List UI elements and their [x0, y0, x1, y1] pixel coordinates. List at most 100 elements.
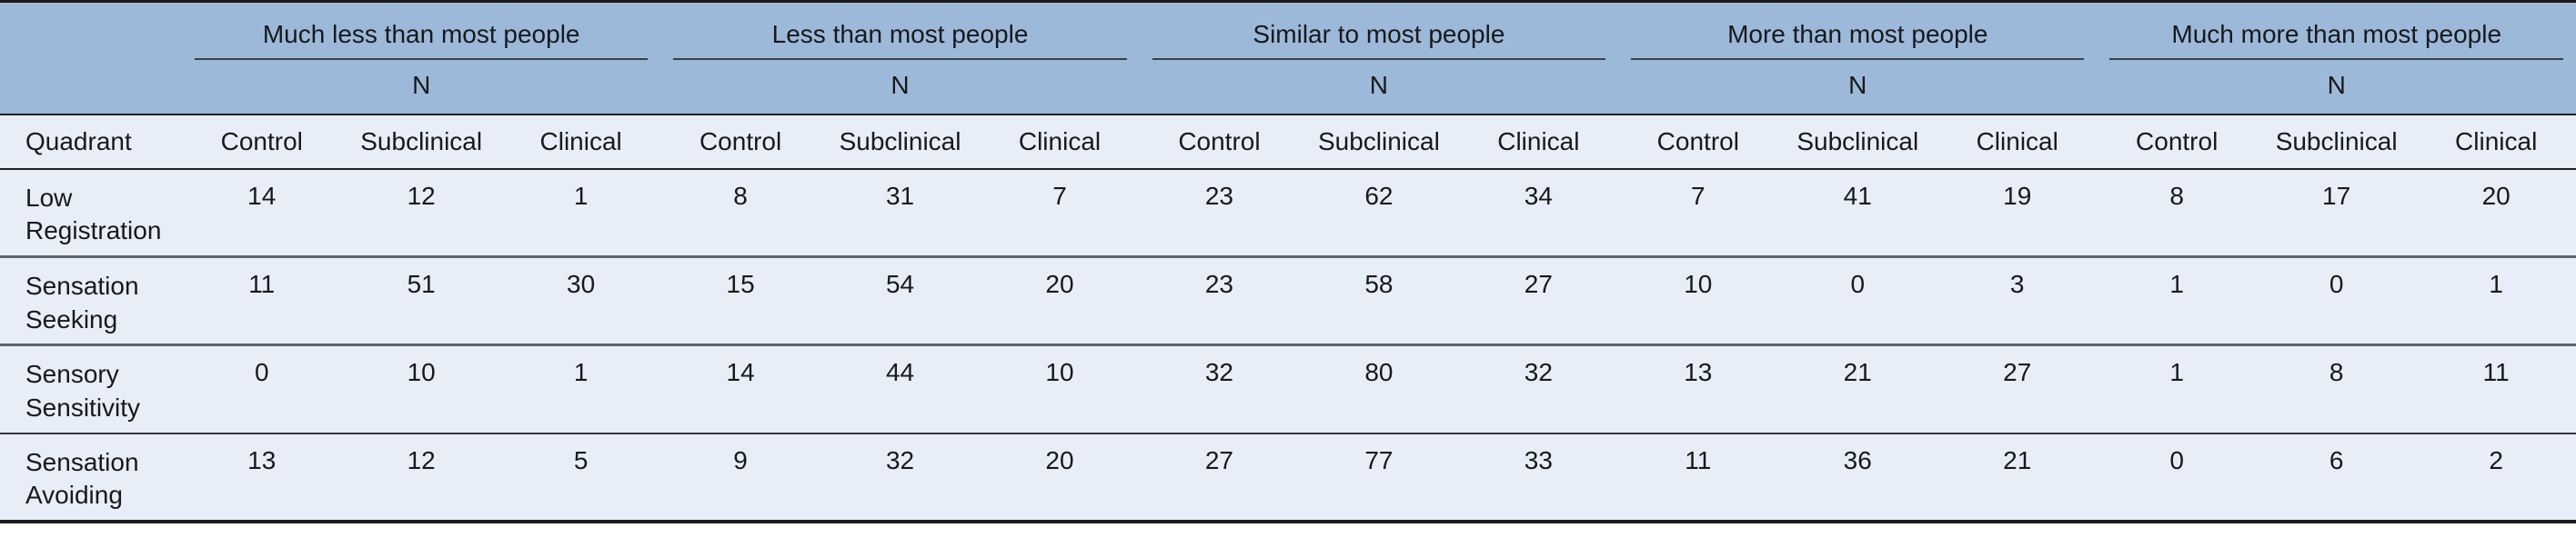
table-row-sensation-avoiding: Sensation Avoiding 13 12 5 9 32 20 27 77… [0, 433, 2576, 522]
table-cell: 0 [2097, 433, 2257, 522]
table-cell: 58 [1299, 256, 1459, 346]
table-cell: 1 [500, 168, 661, 258]
table-cell: 36 [1777, 433, 1937, 522]
table-cell: 11 [182, 256, 342, 346]
table-cell: 15 [660, 256, 820, 346]
table-row-sensation-seeking: Sensation Seeking 11 51 30 15 54 20 23 5… [0, 256, 2576, 346]
row-label: Low Registration [0, 168, 182, 258]
n-label: N [1139, 59, 1619, 115]
col-header-control: Control [2097, 114, 2257, 170]
table-cell: 0 [1777, 256, 1937, 346]
table-cell: 10 [980, 344, 1140, 434]
row-label: Sensation Seeking [0, 256, 182, 346]
table-cell: 33 [1458, 433, 1619, 522]
group-header-less: Less than most people [660, 1, 1140, 60]
table-cell: 0 [2256, 256, 2417, 346]
table-cell: 1 [500, 344, 661, 434]
table-cell: 0 [182, 344, 342, 434]
col-header-clinical: Clinical [2416, 114, 2576, 170]
table-cell: 7 [1618, 168, 1778, 258]
group-header-more: More than most people [1618, 1, 2098, 60]
col-header-control: Control [660, 114, 820, 170]
column-header-row: Quadrant Control Subclinical Clinical Co… [0, 114, 2576, 170]
group-header-row: Much less than most people Less than mos… [0, 1, 2576, 60]
table-cell: 1 [2097, 256, 2257, 346]
row-label: Sensation Avoiding [0, 433, 182, 522]
group-header-similar: Similar to most people [1139, 1, 1619, 60]
table-cell: 8 [2256, 344, 2417, 434]
table-cell: 10 [341, 344, 501, 434]
table-row-sensory-sensitivity: Sensory Sensitivity 0 10 1 14 44 10 32 8… [0, 344, 2576, 434]
table-cell: 1 [2097, 344, 2257, 434]
table-cell: 20 [980, 433, 1140, 522]
group-header-label: More than most people [1631, 13, 2085, 60]
table-cell: 21 [1937, 433, 2098, 522]
table-cell: 31 [820, 168, 981, 258]
table-cell: 5 [500, 433, 661, 522]
table-cell: 11 [2416, 344, 2576, 434]
col-header-subclinical: Subclinical [1299, 114, 1459, 170]
col-header-subclinical: Subclinical [341, 114, 501, 170]
col-header-subclinical: Subclinical [2256, 114, 2417, 170]
n-label: N [182, 59, 661, 115]
col-header-control: Control [1618, 114, 1778, 170]
table-cell: 14 [182, 168, 342, 258]
group-header-label: Less than most people [673, 13, 1127, 60]
table-cell: 20 [2416, 168, 2576, 258]
table-cell: 54 [820, 256, 981, 346]
table-cell: 41 [1777, 168, 1937, 258]
table-cell: 7 [980, 168, 1140, 258]
table-cell: 23 [1139, 256, 1300, 346]
table-cell: 3 [1937, 256, 2098, 346]
table-cell: 27 [1458, 256, 1619, 346]
table-cell: 17 [2256, 168, 2417, 258]
table-cell: 13 [182, 433, 342, 522]
table-cell: 32 [1139, 344, 1300, 434]
table-cell: 27 [1937, 344, 2098, 434]
table-cell: 12 [341, 168, 501, 258]
table-cell: 62 [1299, 168, 1459, 258]
group-header-much-less: Much less than most people [182, 1, 661, 60]
quadrant-column-header: Quadrant [0, 114, 182, 170]
n-label: N [660, 59, 1140, 115]
table-cell: 13 [1618, 344, 1778, 434]
table-cell: 1 [2416, 256, 2576, 346]
table-cell: 8 [660, 168, 820, 258]
table-cell: 44 [820, 344, 981, 434]
table-cell: 32 [820, 433, 981, 522]
col-header-subclinical: Subclinical [1777, 114, 1937, 170]
table-cell: 51 [341, 256, 501, 346]
col-header-clinical: Clinical [980, 114, 1140, 170]
table-cell: 30 [500, 256, 661, 346]
col-header-control: Control [182, 114, 342, 170]
col-header-subclinical: Subclinical [820, 114, 981, 170]
table-row-low-registration: Low Registration 14 12 1 8 31 7 23 62 34… [0, 168, 2576, 258]
col-header-control: Control [1139, 114, 1300, 170]
table-cell: 20 [980, 256, 1140, 346]
col-header-clinical: Clinical [1937, 114, 2098, 170]
group-header-much-more: Much more than most people [2097, 1, 2576, 60]
table-cell: 19 [1937, 168, 2098, 258]
table-cell: 9 [660, 433, 820, 522]
table-cell: 11 [1618, 433, 1778, 522]
table-cell: 14 [660, 344, 820, 434]
group-header-label: Much less than most people [195, 13, 649, 60]
row-label: Sensory Sensitivity [0, 344, 182, 434]
quadrant-frequency-table: Much less than most people Less than mos… [0, 0, 2576, 523]
table-cell: 77 [1299, 433, 1459, 522]
header-corner-cell [0, 59, 182, 115]
col-header-clinical: Clinical [500, 114, 661, 170]
n-header-row: N N N N N [0, 59, 2576, 115]
table-cell: 8 [2097, 168, 2257, 258]
table-cell: 6 [2256, 433, 2417, 522]
n-label: N [2097, 59, 2576, 115]
group-header-label: Similar to most people [1152, 13, 1606, 60]
header-corner-cell [0, 1, 182, 60]
group-header-label: Much more than most people [2109, 13, 2563, 60]
col-header-clinical: Clinical [1458, 114, 1619, 170]
table-cell: 21 [1777, 344, 1937, 434]
table-cell: 10 [1618, 256, 1778, 346]
table-cell: 12 [341, 433, 501, 522]
table-cell: 2 [2416, 433, 2576, 522]
